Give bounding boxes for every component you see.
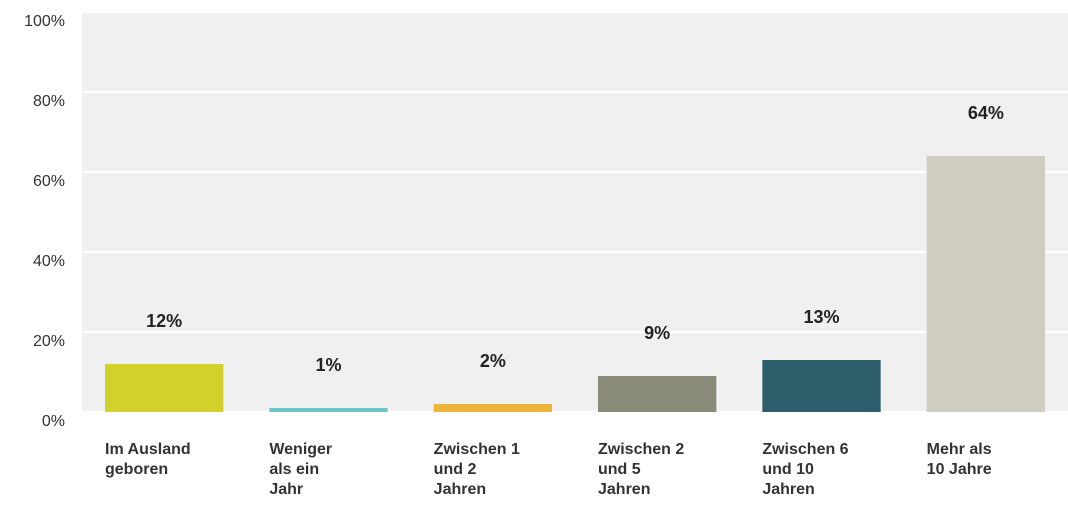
x-tick-label: Jahren (598, 481, 650, 498)
value-label: 2% (480, 351, 506, 371)
value-label: 12% (146, 311, 182, 331)
bar (105, 364, 224, 412)
x-tick-label: geboren (105, 461, 168, 478)
x-tick-label: Im Ausland (105, 441, 191, 458)
plot-background (82, 12, 1068, 412)
value-label: 64% (968, 103, 1004, 123)
x-tick-label: 10 Jahre (927, 461, 992, 478)
bar (762, 360, 881, 412)
x-tick-label: und 2 (434, 461, 477, 478)
bar (598, 376, 717, 412)
bar (433, 404, 552, 412)
x-tick-label: Zwischen 1 (434, 441, 520, 458)
value-label: 13% (803, 307, 839, 327)
x-tick-label: Mehr als (927, 441, 992, 458)
y-tick-label: 40% (33, 253, 65, 270)
x-tick-label: als ein (269, 461, 319, 478)
x-tick-label: Jahren (762, 481, 814, 498)
x-tick-label: Zwischen 6 (762, 441, 848, 458)
bar (269, 408, 388, 412)
y-tick-label: 20% (33, 333, 65, 350)
y-tick-label: 60% (33, 173, 65, 190)
y-tick-label: 80% (33, 93, 65, 110)
y-tick-label: 0% (42, 413, 65, 430)
x-tick-label: und 10 (762, 461, 814, 478)
x-tick-label: Jahr (269, 481, 303, 498)
x-tick-label: Jahren (434, 481, 486, 498)
y-tick-label: 100% (24, 13, 65, 30)
bar (926, 156, 1045, 412)
value-label: 9% (644, 323, 670, 343)
x-tick-label: Weniger (269, 441, 332, 458)
x-tick-label: Zwischen 2 (598, 441, 684, 458)
x-tick-label: und 5 (598, 461, 641, 478)
value-label: 1% (315, 355, 341, 375)
